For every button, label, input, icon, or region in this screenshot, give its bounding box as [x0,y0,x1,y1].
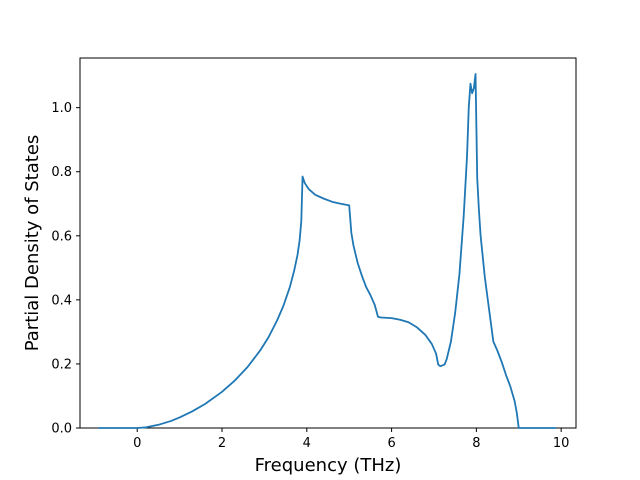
x-tick-label: 4 [303,436,311,451]
y-tick-label: 0.2 [51,357,72,372]
y-axis-ticks: 0.0 0.2 0.4 0.6 0.8 1.0 [51,101,80,437]
axes-frame [79,57,577,429]
x-axis-label: Frequency (THz) [255,455,402,476]
x-tick-label: 0 [133,436,141,451]
y-tick-label: 0.4 [51,293,72,308]
y-axis-label: Partial Density of States [22,135,43,352]
y-tick-label: 0.6 [51,229,72,244]
y-tick-label: 1.0 [51,101,72,116]
x-axis-ticks: 0 2 4 6 8 10 [133,428,569,451]
x-tick-label: 2 [218,436,226,451]
x-tick-label: 10 [553,436,570,451]
y-tick-label: 0.0 [51,422,72,437]
x-tick-label: 6 [387,436,395,451]
plot-frame [79,57,577,429]
x-tick-label: 8 [472,436,480,451]
series-line-0 [98,73,557,429]
y-tick-label: 0.8 [51,165,72,180]
series-layer [98,73,557,429]
